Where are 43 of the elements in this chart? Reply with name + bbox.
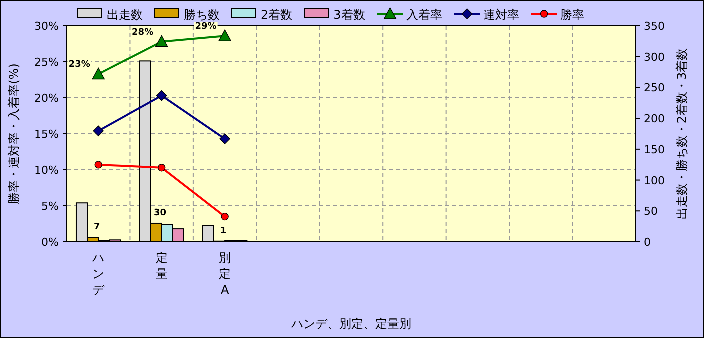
x-tick-label: 別定A: [219, 251, 232, 297]
point: [94, 161, 102, 169]
y-axis-title: 勝率・連対率・入着率(%): [7, 64, 21, 204]
y-tick-label: 0%: [42, 236, 59, 249]
point: [92, 68, 105, 80]
y-tick-label: 20%: [34, 92, 59, 105]
point: [221, 212, 229, 221]
legend-label: 勝ち数: [184, 8, 220, 22]
data-label: 7: [94, 222, 100, 233]
y2-tick-label: 0: [644, 236, 651, 249]
x-tick-label: 定量: [156, 251, 168, 281]
x-tick-label: ハンデ: [92, 251, 106, 297]
point: [158, 164, 166, 172]
y2-tick-label: 150: [644, 143, 665, 156]
y2-tick-label: 250: [644, 82, 665, 95]
y-tick-label: 15%: [34, 128, 59, 141]
x-axis-title: ハンデ、別定、定量別: [290, 317, 412, 331]
y2-tick-label: 50: [644, 205, 658, 218]
point: [155, 35, 168, 48]
data-label: 30: [154, 208, 167, 218]
legend-label: 3着数: [334, 8, 366, 22]
legend-label: 2着数: [261, 8, 293, 22]
point: [93, 126, 104, 136]
point: [218, 30, 232, 42]
data-label: 23%: [68, 60, 90, 70]
data-label: 29%: [195, 22, 217, 32]
y2-tick-label: 350: [644, 20, 665, 33]
legend-label: 入着率: [406, 8, 442, 22]
legend-label: 出走数: [107, 8, 143, 22]
y2-tick-label: 100: [644, 174, 665, 188]
y-tick-label: 5%: [42, 200, 59, 213]
legend-label: 勝率: [560, 8, 584, 22]
y2-tick-label: 300: [644, 50, 665, 64]
data-label: 28%: [132, 28, 154, 38]
y2-tick-label: 200: [644, 112, 665, 126]
point: [156, 90, 168, 102]
y2-axis-title: 出走数・勝ち数・2着数・3着数: [675, 48, 689, 220]
y-tick-label: 25%: [34, 56, 59, 69]
data-label: 1: [220, 226, 227, 236]
y-tick-label: 10%: [34, 164, 59, 177]
y-tick-label: 30%: [34, 20, 59, 33]
legend-label: 連対率: [483, 8, 520, 22]
point: [220, 134, 230, 144]
